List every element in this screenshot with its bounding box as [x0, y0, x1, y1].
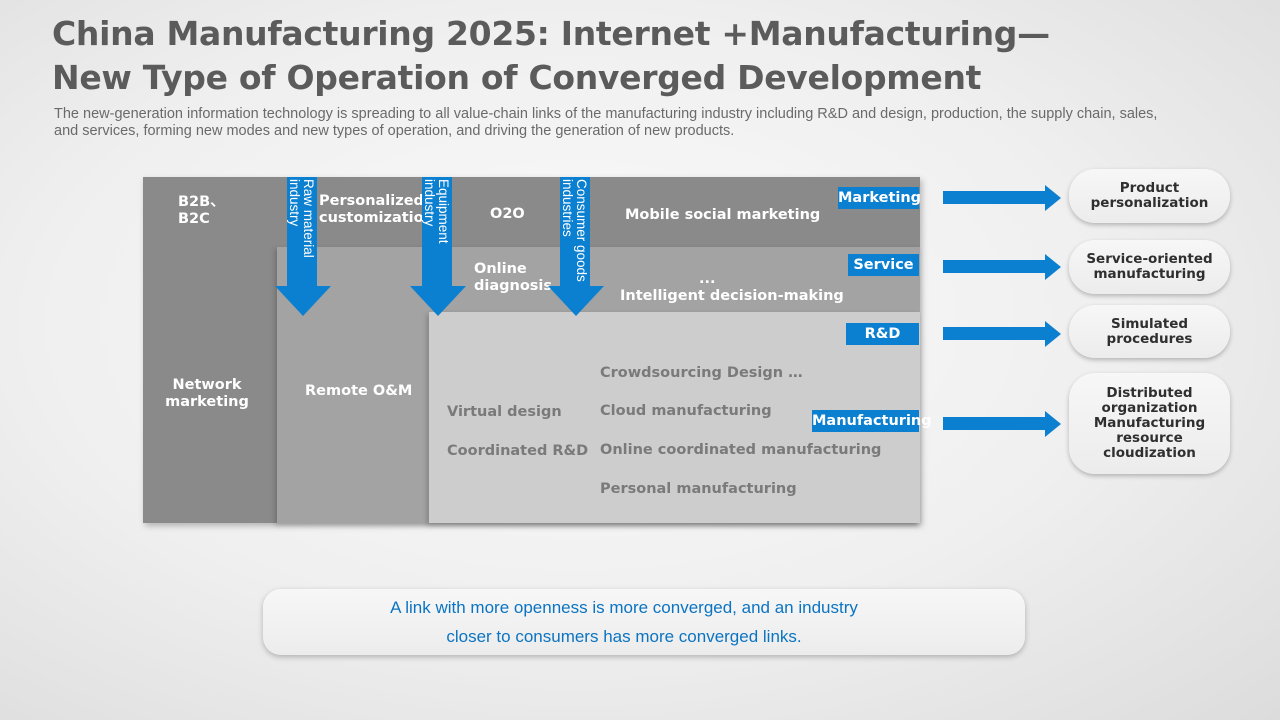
personalized-customization-label: Personalized customization: [319, 193, 434, 226]
outcome-service-oriented-manufacturing: Service-oriented manufacturing: [1069, 240, 1230, 294]
outcome-product-personalization: Product personalization: [1069, 169, 1230, 223]
marketing-outcome-arrow: [943, 185, 1061, 211]
mobile-social-marketing-label: Mobile social marketing: [625, 207, 821, 223]
outcome-label: Service-oriented manufacturing: [1086, 251, 1213, 282]
b2b-b2c-label: B2B、 B2C: [178, 194, 225, 227]
outcome-label: Simulated procedures: [1106, 315, 1193, 347]
equipment-industry-label: Equipment industry: [422, 179, 451, 244]
online-coordinated-manufacturing-label: Online coordinated manufacturing: [600, 442, 882, 458]
outcome-label: Product personalization: [1090, 180, 1209, 211]
intelligent-decision-label: Intelligent decision-making: [620, 288, 844, 304]
raw-material-industry-label: Raw material industry: [287, 179, 316, 258]
remote-om-label: Remote O&M: [305, 383, 413, 399]
cloud-manufacturing-label: Cloud manufacturing: [600, 403, 772, 419]
equipment-industry-arrow: Equipment industry: [410, 177, 466, 317]
crowdsourcing-design-label: Crowdsourcing Design …: [600, 365, 803, 381]
online-diagnosis-label: Online diagnosis: [474, 261, 553, 294]
network-marketing-label: Network marketing: [165, 377, 249, 410]
coordinated-rd-label: Coordinated R&D: [447, 443, 589, 459]
manufacturing-tag: Manufacturing: [812, 410, 932, 432]
outcome-distributed-organization: Distributed organization Manufacturing r…: [1069, 373, 1230, 474]
marketing-tag: Marketing: [838, 187, 921, 209]
o2o-label: O2O: [490, 206, 525, 222]
conclusion-box: A link with more openness is more conver…: [263, 589, 1025, 655]
outcome-simulated-procedures: Simulated procedures: [1069, 305, 1230, 358]
outcome-label: Distributed organization Manufacturing r…: [1093, 385, 1206, 461]
consumer-goods-industries-arrow: Consumer goods industries: [548, 177, 604, 317]
consumer-goods-industries-label: Consumer goods industries: [560, 179, 589, 282]
raw-material-industry-arrow: Raw material industry: [275, 177, 331, 317]
rd-tag: R&D: [846, 323, 919, 345]
virtual-design-label: Virtual design: [447, 404, 562, 420]
page-subtitle: The new-generation information technolog…: [54, 106, 1158, 139]
rd-outcome-arrow: [943, 321, 1061, 347]
conclusion-text: A link with more openness is more conver…: [390, 598, 858, 646]
manufacturing-outcome-arrow: [943, 411, 1061, 437]
service-tag: Service: [848, 254, 919, 276]
page-title: China Manufacturing 2025: Internet +Manu…: [52, 14, 1050, 97]
service-outcome-arrow: [943, 254, 1061, 280]
personal-manufacturing-label: Personal manufacturing: [600, 481, 797, 497]
service-ellipsis: ...: [699, 271, 716, 287]
